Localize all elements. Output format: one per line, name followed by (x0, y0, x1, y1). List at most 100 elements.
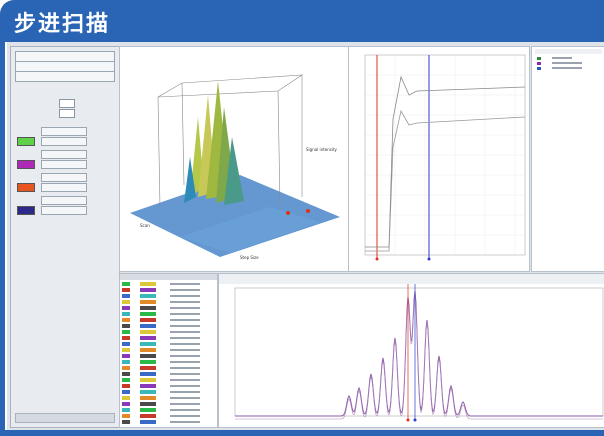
table-row (170, 373, 200, 375)
spectrum-trace-secondary (235, 293, 603, 420)
table-row-color (140, 348, 156, 352)
table-row-color (140, 324, 156, 328)
table-row-color (140, 342, 156, 346)
table-row-swatch (122, 360, 130, 364)
table-row-swatch (122, 336, 130, 340)
trace-chart-panel[interactable] (348, 46, 530, 272)
channel-button[interactable] (41, 160, 87, 169)
table-row-color (140, 366, 156, 370)
marker-dot (406, 418, 410, 422)
table-row-swatch (122, 312, 130, 316)
spectrum-plot (219, 274, 604, 422)
step-field[interactable] (59, 99, 75, 108)
side-axis-label: Scan (140, 223, 150, 228)
spectrum-top-axis (219, 274, 604, 284)
table-row (170, 367, 200, 369)
table-row (170, 313, 200, 315)
legend-swatch (537, 67, 541, 70)
panel-scrollbar[interactable] (15, 413, 115, 423)
table-row-color (140, 330, 156, 334)
table-row-color (140, 294, 156, 298)
table-row-swatch (122, 318, 130, 322)
table-header (120, 274, 217, 280)
table-row-color (140, 360, 156, 364)
channel-button[interactable] (41, 206, 87, 215)
table-row (170, 301, 200, 303)
surface-3d-view[interactable]: Signal intensity Scan Step Size (119, 46, 349, 272)
table-row-color (140, 354, 156, 358)
table-row-color (140, 402, 156, 406)
table-row-color (140, 336, 156, 340)
table-row (170, 379, 200, 381)
channel-button[interactable] (41, 173, 87, 182)
spectrum-panel[interactable] (218, 273, 604, 428)
color-swatch-navy[interactable] (17, 206, 35, 215)
table-row-color (140, 318, 156, 322)
table-row (170, 355, 200, 357)
table-row-swatch (122, 342, 130, 346)
table-row-swatch (122, 366, 130, 370)
table-row-swatch (122, 330, 130, 334)
table-row-swatch (122, 384, 130, 388)
frame-border-bottom (0, 430, 604, 436)
table-row-color (140, 420, 156, 424)
legend-entry (552, 62, 582, 64)
table-row-swatch (122, 390, 130, 394)
table-row-swatch (122, 348, 130, 352)
table-row-color (140, 414, 156, 418)
surface-peak (184, 157, 196, 203)
step-field[interactable] (59, 109, 75, 118)
legend-entry (552, 57, 572, 59)
table-row-color (140, 300, 156, 304)
z-axis-label: Signal intensity (306, 147, 338, 152)
table-row-swatch (122, 324, 130, 328)
surface-floor-lower (180, 207, 320, 253)
surface-floor-label: Step Size (240, 255, 259, 260)
table-row-color (140, 408, 156, 412)
marker-dot (375, 257, 379, 261)
table-row-swatch (122, 408, 130, 412)
table-row-swatch (122, 354, 130, 358)
control-button[interactable] (15, 71, 115, 82)
channel-button[interactable] (41, 183, 87, 192)
table-row (170, 361, 200, 363)
legend-entry (552, 67, 582, 69)
channel-button[interactable] (41, 150, 87, 159)
marker-dot (286, 211, 290, 215)
surface-plot: Signal intensity Scan Step Size (130, 74, 340, 260)
table-row (170, 409, 200, 411)
table-row (170, 331, 200, 333)
table-row-swatch (122, 372, 130, 376)
table-row (170, 325, 200, 327)
table-row (170, 343, 200, 345)
legend-header (535, 49, 602, 54)
peak-table[interactable] (119, 273, 218, 428)
table-row (170, 283, 200, 285)
peak-table-grid (120, 274, 217, 424)
table-row-color (140, 396, 156, 400)
title-bar: 步进扫描 (0, 0, 604, 42)
table-row (170, 391, 200, 393)
table-row (170, 415, 200, 417)
table-row-swatch (122, 294, 130, 298)
table-row-color (140, 288, 156, 292)
table-row (170, 295, 200, 297)
color-swatch-green[interactable] (17, 137, 35, 146)
table-row-color (140, 378, 156, 382)
color-swatch-purple[interactable] (17, 160, 35, 169)
trace-line-lower (365, 109, 526, 252)
app-window: Signal intensity Scan Step Size (7, 42, 604, 430)
channel-button[interactable] (41, 137, 87, 146)
table-row-swatch (122, 378, 130, 382)
channel-button[interactable] (41, 127, 87, 136)
channel-button[interactable] (41, 196, 87, 205)
table-row-swatch (122, 402, 130, 406)
surface-peak (224, 137, 244, 205)
frame-border-left (0, 40, 5, 436)
table-row (170, 403, 200, 405)
table-row (170, 289, 200, 291)
axes-box (157, 74, 304, 208)
color-swatch-orange[interactable] (17, 183, 35, 192)
table-row-color (140, 372, 156, 376)
